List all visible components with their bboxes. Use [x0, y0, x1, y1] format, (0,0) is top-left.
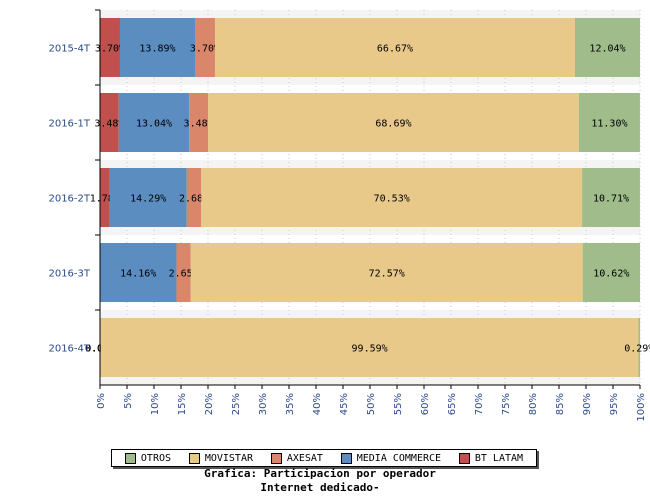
x-tick-label: 5% — [123, 393, 134, 409]
legend-item-movistar: MOVISTAR — [188, 452, 253, 464]
legend-label-bt-latam: BT LATAM — [474, 452, 524, 464]
x-tick-label: 40% — [312, 393, 323, 415]
x-tick-label: 90% — [582, 393, 593, 415]
bar-segment — [100, 93, 119, 152]
bar-segment — [186, 168, 202, 227]
x-tick-label: 0% — [96, 393, 107, 409]
data-label: 3.48% — [184, 119, 214, 130]
legend-item-otros: OTROS — [124, 452, 172, 464]
bar-segment — [100, 168, 110, 227]
x-tick-label: 65% — [447, 393, 458, 415]
data-label: 2.65% — [169, 269, 199, 280]
data-label: 3.70% — [190, 44, 220, 55]
data-label: 10.62% — [593, 269, 629, 280]
bar-segment — [194, 18, 215, 77]
x-tick-label: 50% — [366, 393, 377, 415]
legend-swatch-axesat — [270, 452, 282, 464]
legend: OTROS MOVISTAR AXESAT MEDIA COMMERCE BT … — [111, 449, 537, 467]
bar-segment — [118, 93, 190, 152]
legend-swatch-otros — [124, 452, 136, 464]
data-label: 3.70% — [95, 44, 125, 55]
x-tick-label: 20% — [204, 393, 215, 415]
data-label: 68.69% — [375, 119, 411, 130]
category-label: 2016-4T — [48, 344, 90, 355]
data-label: 70.53% — [374, 194, 410, 205]
bar-segment — [208, 93, 579, 152]
legend-item-axesat: AXESAT — [270, 452, 323, 464]
data-label: 12.04% — [589, 44, 625, 55]
category-label: 2016-3T — [48, 269, 90, 280]
category-label: 2016-1T — [48, 119, 90, 130]
legend-label-movistar: MOVISTAR — [204, 452, 253, 464]
x-tick-label: 75% — [501, 393, 512, 415]
legend-swatch-movistar — [188, 452, 200, 464]
legend-label-media-commerce: MEDIA COMMERCE — [356, 452, 442, 464]
x-tick-label: 60% — [420, 393, 431, 415]
x-tick-label: 15% — [177, 393, 188, 415]
axes: 2015-4T 2016-1T 2016-2T 2016-3T 2016-4T 0% 5% 1… — [48, 9, 647, 422]
bar-segment — [100, 18, 120, 77]
data-label: 72.57% — [369, 269, 405, 280]
data-label: 99.59% — [352, 344, 388, 355]
chart-title: Grafica: Participacion por operador — [204, 467, 436, 480]
legend-swatch-media-commerce — [340, 452, 352, 464]
legend-label-otros: OTROS — [140, 452, 172, 464]
legend-item-bt-latam: BT LATAM — [458, 452, 524, 464]
data-label: 14.16% — [120, 269, 156, 280]
data-label: 13.04% — [136, 119, 172, 130]
category-label: 2015-4T — [48, 44, 90, 55]
legend-swatch-bt-latam — [458, 452, 470, 464]
legend-label-axesat: AXESAT — [286, 452, 323, 464]
bar-segment — [201, 168, 583, 227]
bar-segment — [176, 243, 191, 302]
x-tick-label: 55% — [393, 393, 404, 415]
bar-segment — [638, 318, 641, 377]
bar-segment — [574, 18, 640, 77]
bar-segment — [214, 18, 575, 77]
x-tick-label: 30% — [258, 393, 269, 415]
bar-segment — [109, 168, 187, 227]
category-label: 2016-2T — [48, 194, 90, 205]
x-tick-label: 25% — [231, 393, 242, 415]
data-label: 2.68% — [179, 194, 209, 205]
data-label: 3.48% — [94, 119, 124, 130]
data-label: 66.67% — [377, 44, 413, 55]
bar-segment — [578, 93, 640, 152]
x-tick-label: 85% — [555, 393, 566, 415]
bar-segment — [582, 168, 640, 227]
data-label: 1.78% — [90, 194, 120, 205]
data-label: 0.29% — [624, 344, 650, 355]
bar-segment — [189, 93, 208, 152]
x-tick-label: 70% — [474, 393, 485, 415]
data-label: 13.89% — [139, 44, 175, 55]
bar-segment — [100, 318, 639, 377]
bar-segment — [100, 243, 177, 302]
data-label: 14.29% — [130, 194, 166, 205]
bar-segment — [190, 243, 583, 302]
x-tick-label: 10% — [150, 393, 161, 415]
legend-item-media-commerce: MEDIA COMMERCE — [340, 452, 442, 464]
data-label: 10.71% — [593, 194, 629, 205]
data-label: 11.30% — [591, 119, 627, 130]
x-tick-label: 45% — [339, 393, 350, 415]
bar-segment — [119, 18, 195, 77]
x-tick-label: 100% — [636, 393, 647, 422]
chart-subtitle: Internet dedicado- — [260, 481, 380, 494]
x-tick-label: 35% — [285, 393, 296, 415]
x-tick-label: 95% — [609, 393, 620, 415]
x-tick-label: 80% — [528, 393, 539, 415]
bars: 3.70% 13.89% 3.70% 66.67% 12.04% 3.48% 13.04% 3… — [85, 18, 650, 377]
bar-segment — [582, 243, 640, 302]
